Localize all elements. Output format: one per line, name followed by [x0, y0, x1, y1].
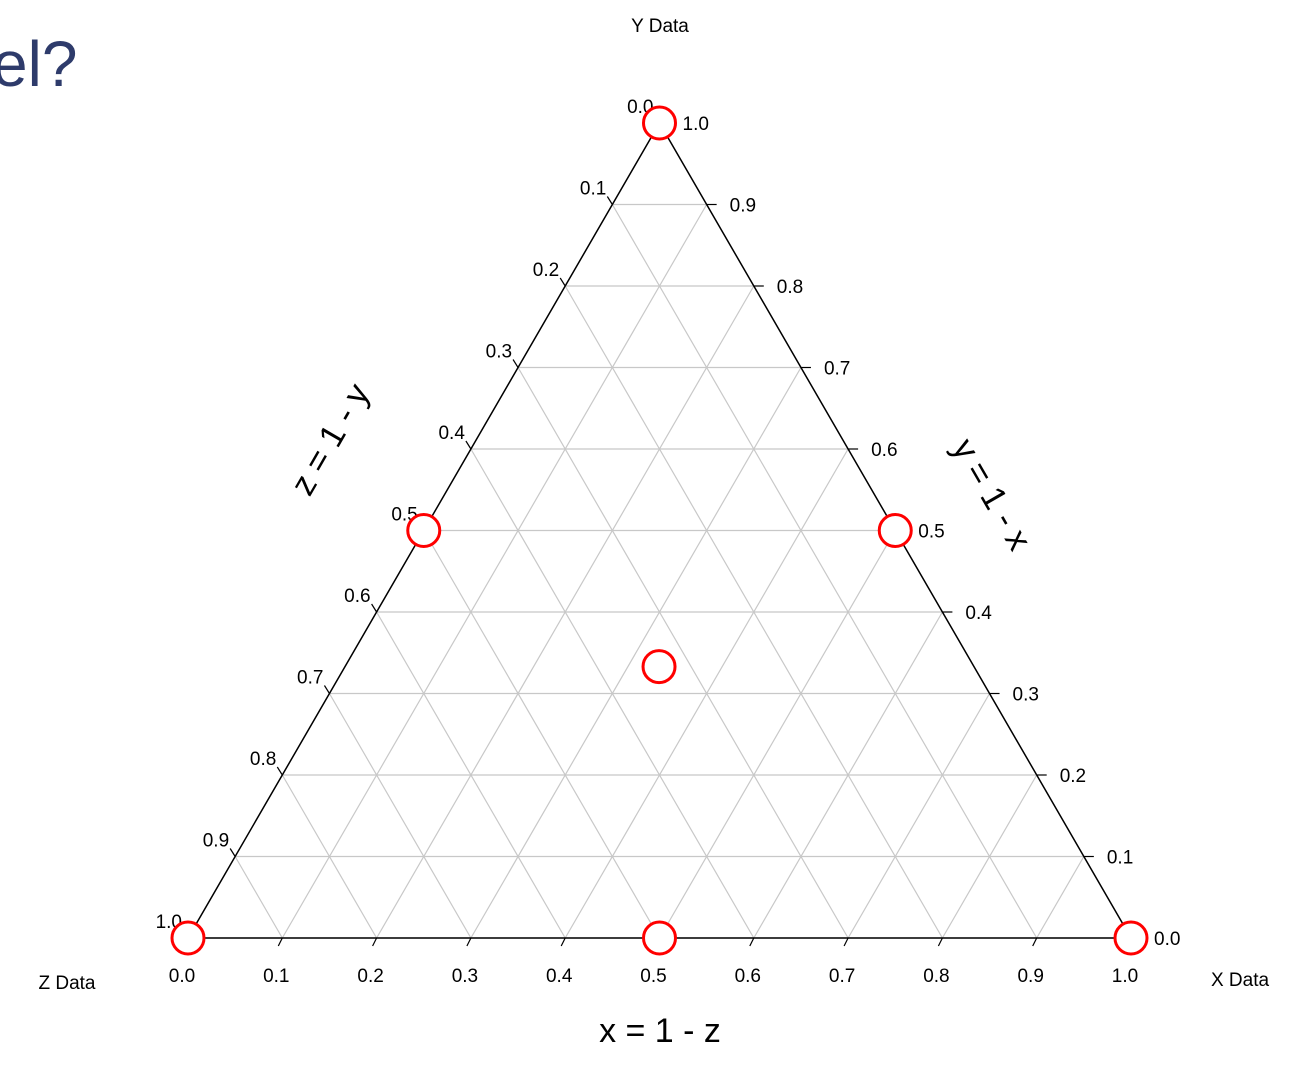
- grid-line: [1036, 856, 1085, 939]
- x-tick-label: 0.0: [169, 966, 195, 987]
- tick-mark: [466, 937, 472, 947]
- data-point: [406, 513, 442, 548]
- tick-mark: [276, 766, 283, 776]
- x-tick-label: 0.1: [263, 966, 289, 987]
- tick-mark: [372, 937, 378, 947]
- grid-line: [423, 530, 661, 939]
- tick-mark: [277, 937, 283, 947]
- x-tick-label: 0.7: [829, 966, 855, 987]
- data-point: [641, 649, 677, 685]
- z-tick-label: 0.7: [297, 668, 323, 689]
- tick-mark: [323, 685, 330, 694]
- z-tick-label: 0.2: [533, 260, 559, 281]
- z-tick-label: 0.8: [250, 749, 276, 770]
- y-tick-label: 0.3: [1013, 685, 1039, 706]
- tick-mark: [559, 277, 566, 287]
- y-tick-label: 0.5: [918, 522, 944, 543]
- grid-line: [281, 204, 708, 939]
- grid-line: [328, 693, 472, 939]
- x-tick-label: 0.6: [735, 966, 761, 987]
- x-tick-label: 0.8: [923, 966, 949, 987]
- grid-line: [847, 693, 991, 939]
- y-tick-label: 0.0: [1154, 929, 1180, 950]
- y-tick-label: 0.4: [965, 603, 992, 624]
- grid-line: [470, 448, 755, 939]
- grid-line: [564, 285, 943, 939]
- x-tick-label: 0.2: [357, 966, 383, 987]
- chart-title: el?: [0, 28, 77, 100]
- tick-mark: [560, 937, 566, 947]
- grid-line: [470, 367, 802, 939]
- tick-mark: [937, 937, 943, 947]
- tick-mark: [843, 937, 849, 947]
- z-tick-label: 0.4: [438, 423, 465, 444]
- z-tick-label: 0.1: [580, 179, 606, 200]
- tick-mark: [1032, 937, 1038, 947]
- data-point: [1113, 920, 1149, 956]
- tick-mark: [465, 440, 472, 450]
- data-point: [877, 513, 913, 548]
- grid-line: [376, 611, 566, 939]
- y-axis-title: Y Data: [631, 16, 689, 37]
- annotation: z = 1 - y: [284, 377, 378, 502]
- y-tick-label: 0.2: [1060, 766, 1086, 787]
- x-tick-label: 0.3: [452, 966, 478, 987]
- grid-line: [517, 367, 849, 939]
- annotation: x = 1 - z: [599, 1012, 721, 1050]
- z-axis-title: Z Data: [38, 973, 95, 994]
- tick-mark: [229, 848, 236, 857]
- tick-mark: [749, 937, 755, 947]
- y-tick-label: 1.0: [683, 114, 709, 135]
- tick-mark: [606, 196, 613, 205]
- grid-line: [611, 204, 1038, 939]
- data-point: [642, 920, 677, 956]
- y-tick-label: 0.1: [1107, 848, 1133, 869]
- y-tick-label: 0.7: [824, 359, 850, 380]
- y-tick-label: 0.8: [777, 277, 803, 298]
- z-tick-label: 0.3: [486, 342, 512, 363]
- y-tick-label: 0.6: [871, 440, 897, 461]
- x-tick-label: 0.5: [640, 966, 666, 987]
- tick-mark: [371, 603, 378, 613]
- x-tick-label: 1.0: [1112, 966, 1138, 987]
- y-tick-label: 0.9: [730, 196, 756, 217]
- z-tick-label: 0.6: [344, 586, 370, 607]
- grid-line: [234, 856, 283, 939]
- grid-line: [281, 774, 378, 939]
- data-point: [642, 105, 677, 141]
- annotation: y = 1 - x: [945, 432, 1039, 557]
- x-axis-title: X Data: [1211, 970, 1270, 991]
- tick-mark: [512, 359, 519, 368]
- data-point: [170, 920, 206, 956]
- x-tick-label: 0.4: [546, 966, 573, 987]
- z-tick-label: 0.9: [203, 831, 229, 852]
- grid-line: [658, 530, 896, 939]
- x-tick-label: 0.9: [1017, 966, 1043, 987]
